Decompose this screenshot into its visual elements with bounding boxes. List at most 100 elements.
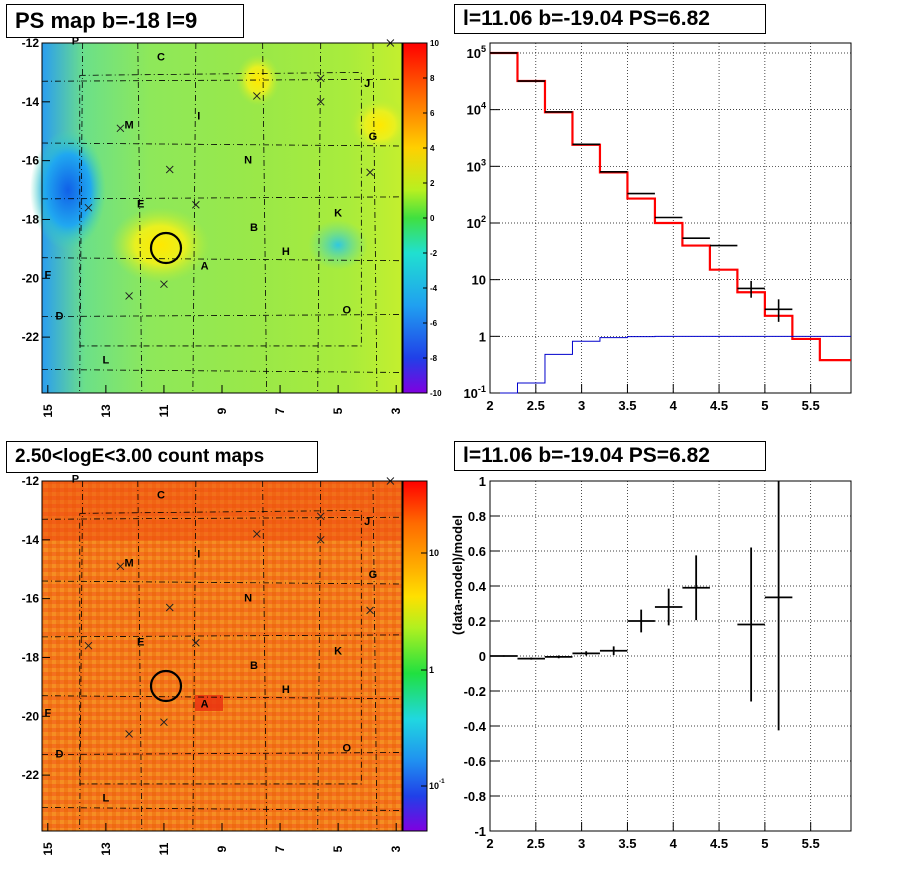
spectrum-y-tick-label: 10-1: [463, 384, 486, 401]
colorbar-tick-label: -10: [430, 389, 442, 398]
map-marker: [116, 562, 125, 571]
residual-y-tick-label: -0.4: [464, 719, 487, 734]
map-grid-line: [372, 480, 378, 832]
map-x-tick-label: 15: [41, 842, 55, 856]
map-label-A: A: [201, 698, 209, 710]
map-label-H: H: [282, 684, 290, 696]
residual-y-tick-label: -1: [474, 824, 486, 839]
residual-x-tick-label: 5.5: [802, 836, 820, 851]
map-grid-line: [41, 196, 403, 200]
map-marker: [252, 530, 261, 538]
count-map-bright-pixel: [195, 695, 223, 711]
residual-y-tick-label: -0.8: [464, 789, 486, 804]
ps-map-image: [42, 43, 402, 393]
map-label-C: C: [157, 52, 165, 64]
map-label-I: I: [197, 548, 200, 560]
residual-x-tick-label: 3: [578, 836, 585, 851]
map-label-F: F: [44, 269, 51, 281]
map-label-F: F: [44, 707, 51, 719]
colorbar-tick-label: 0: [430, 214, 435, 223]
map-grid-line: [41, 142, 403, 147]
map-label-K: K: [334, 208, 342, 220]
spectrum-x-tick-label: 4: [670, 398, 678, 413]
map-marker: [165, 165, 174, 174]
residual-marks: [490, 481, 793, 731]
spectrum-y-tick-label: 102: [466, 214, 486, 231]
ps-map-axes: -12 -14 -16 -18 -20 -22 15 13 11 9 7 5 3 10 8 6 4 2 0 -2 -4 -…: [22, 36, 442, 418]
map-x-tick-label: 5: [331, 407, 345, 414]
count-map-labels: P C J M I G N E K B H A F O D L: [44, 473, 395, 805]
colorbar-tick-label: 10-1: [429, 778, 445, 791]
colorbar-tick-label: -4: [430, 284, 438, 293]
residual-y-tick-label: 0.2: [468, 614, 486, 629]
map-y-tick-label: -22: [22, 768, 40, 782]
map-grid-line: [79, 480, 84, 832]
map-marker: [366, 606, 374, 615]
count-map-axes: -12 -14 -16 -18 -20 -22 15 13 11 9 7 5 3 10 1 10-1: [22, 474, 445, 856]
residual-title: l=11.06 b=-19.04 PS=6.82: [454, 441, 766, 471]
residual-x-tick-label: 5: [761, 836, 768, 851]
map-label-J: J: [364, 516, 370, 528]
map-grid-line: [41, 78, 403, 82]
map-marker: [316, 512, 325, 521]
residual-y-tick-label: 0.8: [468, 509, 486, 524]
map-label-E: E: [137, 637, 144, 649]
spectrum-x-tick-label: 3: [578, 398, 585, 413]
map-label-P: P: [72, 473, 79, 485]
map-label-C: C: [157, 490, 165, 502]
spectrum-panel: 2 2.5 3 3.5 4 4.5 5 5.5 10-1 1 10 102 103 104 105: [463, 42, 852, 413]
map-label-B: B: [250, 222, 258, 234]
spectrum-x-tick-label: 3.5: [618, 398, 636, 413]
map-grid-line: [262, 42, 268, 394]
spectrum-y-tick-label: 105: [466, 44, 486, 61]
map-label-K: K: [334, 646, 342, 658]
spectrum-background-line: [490, 335, 851, 394]
spectrum-y-tick-label: 103: [466, 157, 486, 174]
count-map-source-circle: [149, 669, 183, 703]
map-marker: [160, 280, 168, 289]
map-y-tick-label: -18: [22, 212, 40, 226]
residual-panel: 2 2.5 3 3.5 4 4.5 5 5.5 1 0.8 0.6 0.4 0.2 0 -0.2 -0.4 -0…: [450, 474, 852, 851]
map-x-tick-label: 9: [215, 407, 229, 414]
spectrum-x-tick-label: 4.5: [710, 398, 728, 413]
map-grid-line: [41, 257, 403, 262]
map-label-O: O: [343, 743, 352, 755]
map-grid-line: [137, 42, 143, 394]
map-grid-line: [41, 516, 403, 520]
count-map-top-band: [42, 481, 402, 541]
ps-map-hot-region-3: [236, 54, 280, 106]
ps-map-grid: [41, 42, 403, 394]
colorbar-tick-label: -6: [430, 319, 438, 328]
map-grid-line: [41, 752, 403, 755]
colorbar-tick-label: -8: [430, 354, 438, 363]
colorbar-tick-label: 10: [430, 39, 439, 48]
residual-x-tick-label: 2: [486, 836, 493, 851]
residual-y-tick-label: 0.6: [468, 544, 486, 559]
colorbar-tick-label: 6: [430, 109, 435, 118]
map-marker: [165, 603, 174, 612]
map-label-L: L: [103, 793, 110, 805]
map-marker: [192, 638, 200, 647]
map-marker: [116, 124, 125, 133]
map-x-tick-label: 3: [389, 407, 403, 414]
map-x-tick-label: 11: [157, 842, 171, 855]
map-marker: [316, 535, 325, 544]
map-label-E: E: [137, 199, 144, 211]
residual-ylabel: (data-model)/model: [450, 515, 465, 635]
map-outline: [79, 72, 362, 347]
map-x-tick-label: 11: [157, 404, 171, 417]
spectrum-y-tick-label: 104: [466, 101, 486, 118]
ps-map-hot-region-2: [350, 97, 410, 153]
residual-x-tick-label: 4.5: [710, 836, 728, 851]
map-y-tick-label: -18: [22, 650, 40, 664]
map-label-G: G: [369, 569, 378, 581]
residual-x-tick-label: 3.5: [618, 836, 636, 851]
count-map-colorbar: [402, 480, 428, 832]
map-grid-line: [262, 480, 268, 832]
map-marker: [125, 292, 133, 300]
map-marker: [125, 730, 133, 738]
ps-map-cyan-region: [308, 220, 368, 270]
spectrum-x-tick-label: 5: [761, 398, 768, 413]
